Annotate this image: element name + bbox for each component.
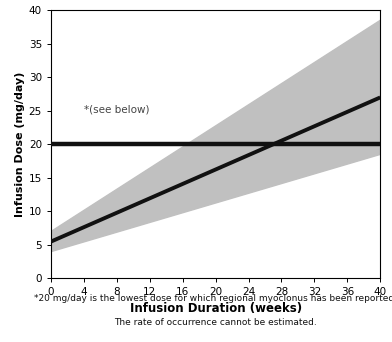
X-axis label: Infusion Duration (weeks): Infusion Duration (weeks) [129, 302, 302, 315]
Text: *20 mg/day is the lowest dose for which regional myoclonus has been reported.: *20 mg/day is the lowest dose for which … [34, 294, 392, 303]
Polygon shape [51, 20, 380, 252]
Text: *(see below): *(see below) [84, 104, 149, 114]
Text: The rate of occurrence cannot be estimated.: The rate of occurrence cannot be estimat… [114, 318, 317, 327]
Y-axis label: Infusion Dose (mg/day): Infusion Dose (mg/day) [15, 72, 25, 217]
